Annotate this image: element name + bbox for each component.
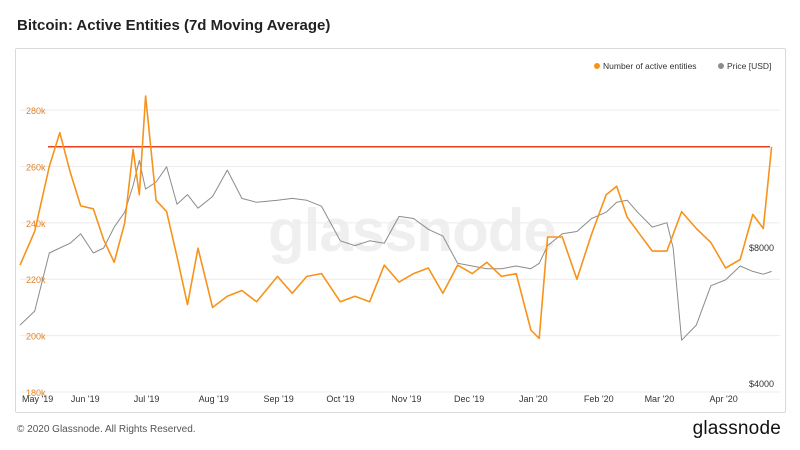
legend-label-entities: Number of active entities [603, 61, 697, 71]
legend[interactable]: Number of active entities Price [USD] [594, 61, 771, 71]
series-layer [19, 95, 773, 341]
x-tick-label: Mar '20 [645, 394, 675, 404]
x-ticks: May '19 Jun '19 Jul '19 Aug '19 Sep '19 Oct '… [22, 394, 738, 404]
x-tick-label: Jan '20 [519, 394, 548, 404]
legend-label-price: Price [USD] [727, 61, 771, 71]
y-left-tick-label: 200k [26, 332, 46, 342]
x-tick-label: Oct '19 [326, 394, 354, 404]
y-left-tick-label: 280k [26, 106, 46, 116]
x-tick-label: Nov '19 [391, 394, 421, 404]
watermark: glassnode [268, 197, 557, 264]
legend-marker-entities [594, 63, 600, 69]
page-title: Bitcoin: Active Entities (7d Moving Aver… [17, 17, 331, 34]
chart-frame [15, 48, 786, 413]
series-entities-line [19, 95, 773, 340]
x-tick-label: Apr '20 [709, 394, 737, 404]
legend-marker-price [718, 63, 724, 69]
y-left-tick-label: 260k [26, 162, 46, 172]
brand-logo[interactable]: glassnode [692, 418, 781, 439]
x-tick-label: Feb '20 [584, 394, 614, 404]
x-tick-label: Aug '19 [199, 394, 229, 404]
y-left-tick-label: 220k [26, 275, 46, 285]
series-price-line [19, 159, 772, 341]
x-tick-label: May '19 [22, 394, 53, 404]
y-left-tick-label: 180k [26, 388, 46, 398]
y-right-ticks: $4000 $8000 [749, 243, 774, 389]
x-tick-label: Jul '19 [134, 394, 160, 404]
x-tick-label: Jun '19 [71, 394, 100, 404]
copyright: © 2020 Glassnode. All Rights Reserved. [17, 424, 196, 435]
x-tick-label: Dec '19 [454, 394, 484, 404]
y-right-tick-label: $8000 [749, 243, 774, 253]
x-tick-label: Sep '19 [264, 394, 294, 404]
y-right-tick-label: $4000 [749, 379, 774, 389]
